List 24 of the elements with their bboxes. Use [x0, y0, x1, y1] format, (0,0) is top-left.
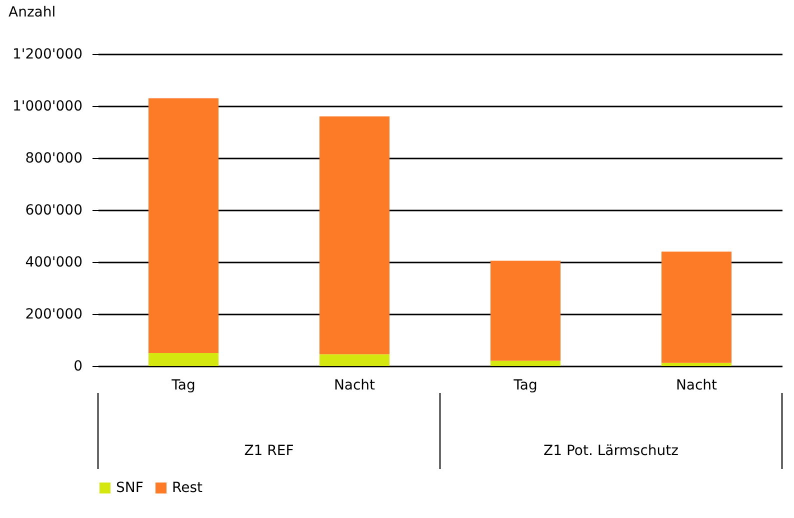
bar	[490, 360, 560, 366]
y-tick-label: 1'200'000	[12, 46, 82, 62]
x-tick-label: Tag	[512, 378, 538, 394]
text: Z1 REF	[244, 443, 294, 459]
y-axis-title: Anzahl	[8, 4, 56, 20]
y-tick-label: 600'000	[25, 202, 82, 218]
bar	[320, 354, 390, 366]
x-tick-label: Tag	[170, 378, 196, 394]
bar	[662, 362, 732, 366]
x-tick-label: Nacht	[334, 378, 376, 394]
bar	[490, 260, 560, 361]
legend-label: Rest	[172, 480, 204, 496]
bar	[320, 116, 390, 354]
bar	[662, 252, 732, 363]
text: Z1 Pot. Lärmschutz	[544, 443, 678, 459]
y-tick-label: 400'000	[25, 254, 82, 270]
bar	[148, 98, 218, 353]
y-tick-label: 1'000'000	[12, 98, 82, 114]
legend-label: SNF	[116, 480, 144, 496]
y-tick-label: 0	[74, 358, 82, 374]
y-tick-label: 800'000	[25, 150, 82, 166]
y-tick-label: 200'000	[25, 306, 82, 322]
bar	[148, 353, 218, 366]
x-tick-label: Nacht	[676, 378, 718, 394]
